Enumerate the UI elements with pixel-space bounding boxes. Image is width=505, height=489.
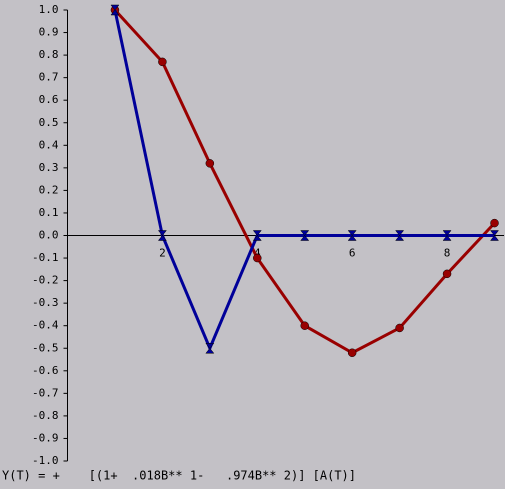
y-tick-label: 1.0 bbox=[39, 3, 59, 16]
x-tick-label: 8 bbox=[444, 247, 451, 260]
series-line bbox=[113, 8, 496, 355]
y-tick-label: -0.3 bbox=[32, 296, 59, 309]
y-tick-label: -0.4 bbox=[32, 319, 59, 332]
point-marker bbox=[205, 159, 215, 168]
point-marker bbox=[158, 57, 167, 67]
point-marker bbox=[395, 230, 405, 241]
y-tick-label: -1.0 bbox=[32, 454, 59, 467]
y-tick-label: -0.7 bbox=[32, 386, 59, 399]
point-marker bbox=[489, 230, 500, 241]
y-tick-label: 0.0 bbox=[39, 229, 59, 242]
y-tick-label: -0.6 bbox=[32, 364, 59, 377]
x-tick-label: 6 bbox=[349, 247, 356, 260]
point-marker bbox=[347, 230, 357, 241]
y-tick-label: 0.2 bbox=[39, 183, 59, 196]
point-marker bbox=[347, 348, 357, 358]
point-marker bbox=[252, 230, 262, 241]
y-tick-label: 0.4 bbox=[39, 138, 59, 151]
point-marker bbox=[442, 230, 452, 241]
y-tick-label: 0.9 bbox=[39, 26, 59, 39]
y-tick-label: -0.9 bbox=[32, 431, 59, 444]
series-line bbox=[113, 9, 495, 353]
formula-annotation: Y(T) = + [(1+ .018B** 1- .974B** 2)] [A(… bbox=[2, 469, 356, 483]
point-marker bbox=[157, 230, 167, 241]
y-tick-label: -0.5 bbox=[32, 341, 59, 354]
point-marker bbox=[300, 321, 309, 330]
x-tick-label: 2 bbox=[159, 247, 166, 260]
y-tick-label: 0.8 bbox=[39, 48, 59, 61]
point-marker bbox=[253, 253, 262, 263]
y-tick-label: -0.1 bbox=[32, 251, 59, 264]
point-marker bbox=[490, 218, 499, 228]
point-marker bbox=[442, 269, 452, 279]
point-marker bbox=[110, 4, 120, 16]
y-tick-label: 0.5 bbox=[39, 116, 59, 129]
y-tick-label: 0.3 bbox=[39, 161, 59, 174]
y-tick-label: 0.1 bbox=[39, 206, 59, 219]
y-tick-label: -0.8 bbox=[32, 409, 59, 422]
y-tick-label: -0.2 bbox=[32, 274, 59, 287]
x-tick-label: 4 bbox=[254, 247, 261, 260]
y-tick-label: 0.6 bbox=[39, 93, 59, 106]
point-marker bbox=[300, 230, 310, 241]
point-marker bbox=[205, 343, 215, 354]
y-tick-label: 0.7 bbox=[39, 71, 59, 84]
point-marker bbox=[395, 323, 404, 333]
